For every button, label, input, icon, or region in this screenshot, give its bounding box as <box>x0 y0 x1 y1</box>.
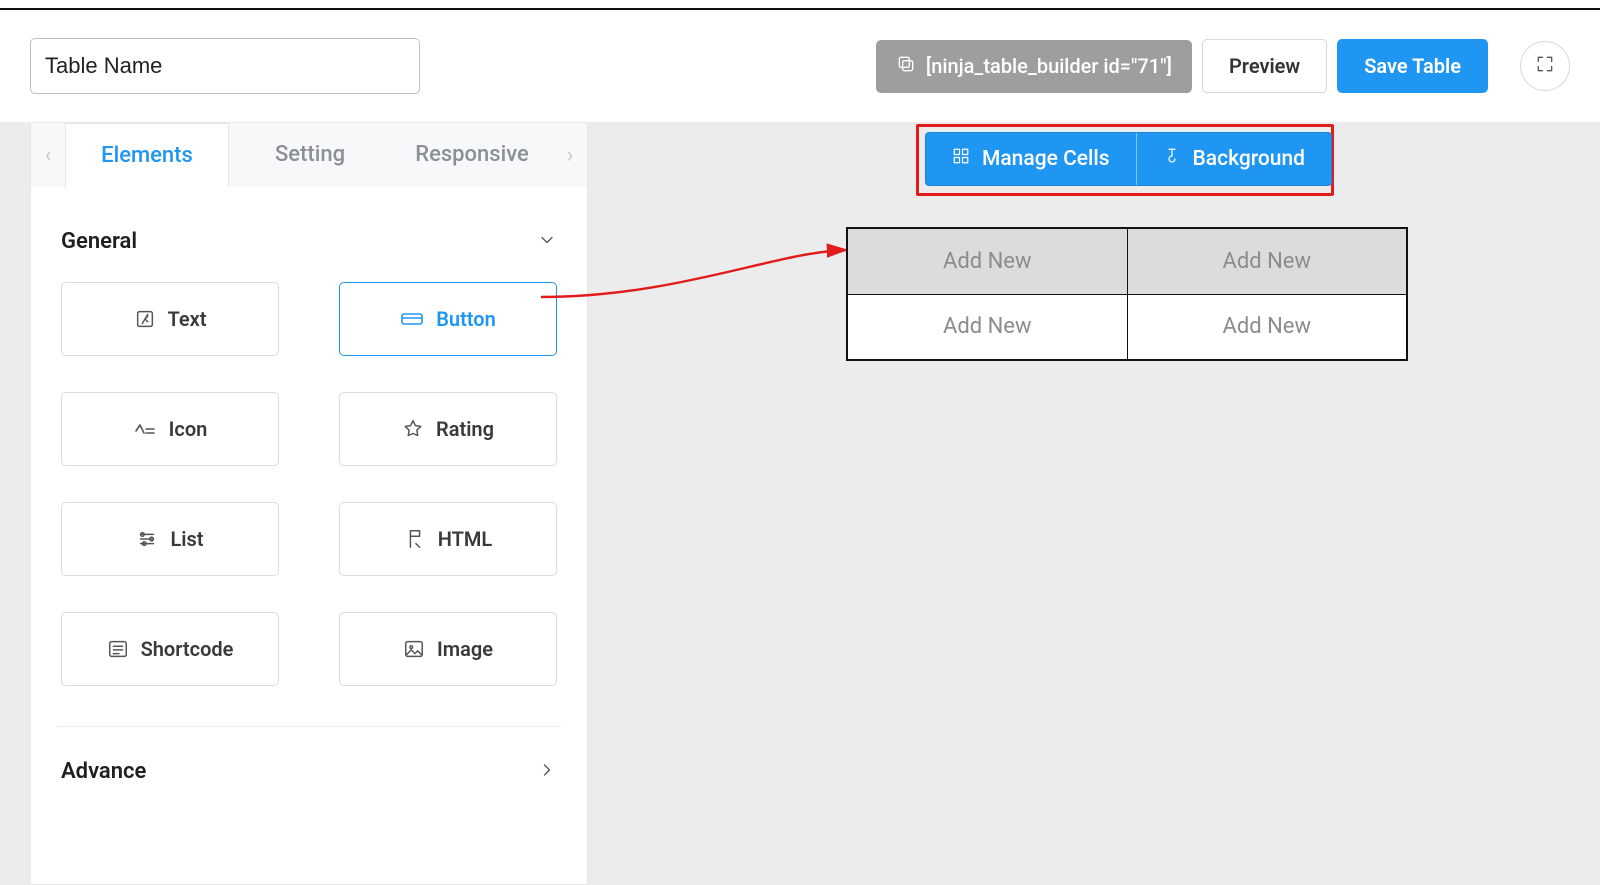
section-title-general: General <box>61 229 137 254</box>
background-icon <box>1163 147 1181 171</box>
element-text-label: Text <box>168 307 207 331</box>
builder-header: [ninja_table_builder id="71"] Preview Sa… <box>0 10 1600 122</box>
fullscreen-icon <box>1535 54 1555 78</box>
table-cell[interactable]: Add New <box>847 228 1127 294</box>
element-html-label: HTML <box>438 527 492 551</box>
element-image-label: Image <box>437 637 493 661</box>
element-button-label: Button <box>436 307 496 331</box>
button-icon <box>400 309 424 329</box>
manage-cells-label: Manage Cells <box>982 147 1110 171</box>
icon-icon <box>133 419 157 439</box>
list-icon <box>136 528 158 550</box>
tab-elements[interactable]: Elements <box>65 123 229 187</box>
element-html[interactable]: HTML <box>339 502 557 576</box>
fullscreen-button[interactable] <box>1520 41 1570 91</box>
table-cell[interactable]: Add New <box>847 294 1127 360</box>
element-button[interactable]: Button <box>339 282 557 356</box>
rating-icon <box>402 418 424 440</box>
grid-icon <box>952 147 970 171</box>
element-icon-label: Icon <box>169 417 208 441</box>
shortcode-chip[interactable]: [ninja_table_builder id="71"] <box>876 40 1192 93</box>
save-table-button[interactable]: Save Table <box>1337 39 1488 93</box>
table-cell[interactable]: Add New <box>1127 294 1407 360</box>
preview-table: Add New Add New Add New Add New <box>846 227 1408 361</box>
section-header-advance[interactable]: Advance <box>57 726 561 804</box>
tab-setting[interactable]: Setting <box>229 123 391 187</box>
element-list[interactable]: List <box>61 502 279 576</box>
manage-cells-button[interactable]: Manage Cells <box>926 133 1136 185</box>
chevron-down-icon <box>537 230 557 254</box>
image-icon <box>403 638 425 660</box>
tabs-next-arrow[interactable]: › <box>553 143 587 168</box>
section-header-general[interactable]: General <box>57 197 561 274</box>
elements-grid: Text Button Icon <box>57 274 561 726</box>
text-icon <box>134 308 156 330</box>
shortcode-icon <box>107 638 129 660</box>
shortcode-text: [ninja_table_builder id="71"] <box>926 54 1172 78</box>
section-title-advance: Advance <box>61 759 146 784</box>
element-icon[interactable]: Icon <box>61 392 279 466</box>
canvas-toolbar: Manage Cells Background <box>925 132 1332 186</box>
element-rating[interactable]: Rating <box>339 392 557 466</box>
window-top-border <box>0 0 1600 10</box>
sidebar-body: General Text Button <box>31 187 587 804</box>
elements-sidebar: ‹ Elements Setting Responsive › General <box>30 122 588 885</box>
sidebar-tabs: ‹ Elements Setting Responsive › <box>31 123 587 187</box>
table-name-input[interactable] <box>30 38 420 94</box>
copy-icon <box>896 54 916 79</box>
tab-responsive[interactable]: Responsive <box>391 123 553 187</box>
save-table-button-label: Save Table <box>1364 54 1461 78</box>
element-text[interactable]: Text <box>61 282 279 356</box>
element-rating-label: Rating <box>436 417 494 441</box>
element-list-label: List <box>170 527 203 551</box>
background-label: Background <box>1193 147 1305 171</box>
element-shortcode[interactable]: Shortcode <box>61 612 279 686</box>
preview-button[interactable]: Preview <box>1202 39 1327 93</box>
background-button[interactable]: Background <box>1136 133 1331 185</box>
table-row: Add New Add New <box>847 294 1407 360</box>
table-row: Add New Add New <box>847 228 1407 294</box>
element-image[interactable]: Image <box>339 612 557 686</box>
table-cell[interactable]: Add New <box>1127 228 1407 294</box>
html-icon <box>404 528 426 550</box>
workspace: ‹ Elements Setting Responsive › General <box>0 122 1600 885</box>
canvas: Manage Cells Background Add New Add New … <box>588 122 1570 885</box>
tabs-prev-arrow[interactable]: ‹ <box>31 143 65 168</box>
preview-button-label: Preview <box>1229 54 1300 78</box>
chevron-right-icon <box>537 760 557 784</box>
element-shortcode-label: Shortcode <box>141 637 234 661</box>
